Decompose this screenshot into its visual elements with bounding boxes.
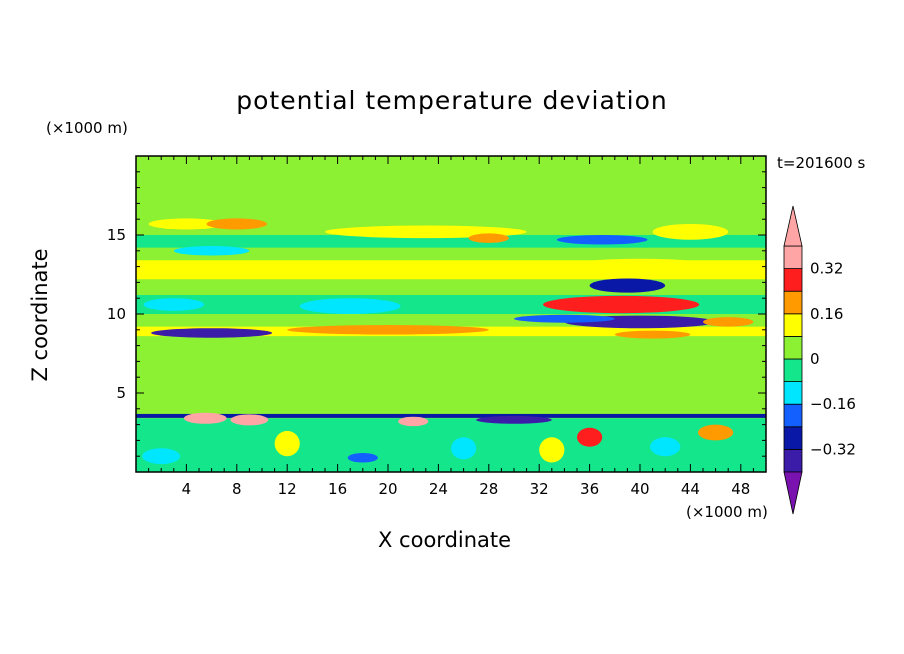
- y-axis: 5 10 15: [107, 171, 766, 457]
- colorbar-label: 0: [810, 350, 820, 368]
- colorbar-segment: [783, 403, 803, 428]
- x-tick-label: 40: [630, 480, 649, 498]
- contour-blob: [652, 223, 729, 240]
- colorbar-segment: [783, 313, 803, 337]
- contour-blob: [347, 453, 378, 463]
- contour-blob: [143, 298, 205, 311]
- contour-blob: [577, 427, 603, 447]
- colorbar-segment: [783, 290, 803, 315]
- contour-blob: [614, 330, 691, 339]
- contour-blob: [451, 437, 477, 460]
- chart-title: potential temperature deviation: [236, 86, 668, 115]
- contour-blob: [148, 218, 225, 230]
- colorbar-segment: [783, 381, 803, 405]
- x-tick-label: 16: [328, 480, 347, 498]
- colorbar-segment: [783, 358, 803, 383]
- x-tick-label: 4: [182, 480, 192, 498]
- contour-blob: [183, 412, 227, 424]
- colorbar-label: −0.32: [810, 440, 856, 458]
- contour-blob: [539, 437, 565, 463]
- x-tick-label: 20: [378, 480, 397, 498]
- contour-blob: [542, 295, 700, 314]
- y-tick-label: 15: [107, 226, 126, 244]
- colorbar-arrow-top: [783, 205, 803, 247]
- contour-blob: [514, 314, 615, 323]
- contour-band: [136, 339, 766, 412]
- contour-blob: [703, 317, 754, 327]
- contour-blob: [556, 235, 648, 245]
- contour-blob: [230, 414, 269, 426]
- contour-strip: [136, 413, 766, 418]
- colorbar-label: 0.32: [810, 260, 843, 278]
- colorbar-segment: [783, 268, 803, 292]
- colorbar-label: −0.16: [810, 395, 856, 413]
- contour-blob: [151, 328, 273, 338]
- colorbar-arrow-bottom: [783, 471, 803, 515]
- contour-blob: [287, 325, 489, 335]
- x-tick-label: 44: [681, 480, 700, 498]
- time-label: t=201600 s: [777, 154, 866, 172]
- colorbar-label: 0.16: [810, 305, 843, 323]
- x-tick-label: 12: [278, 480, 297, 498]
- x-tick-label: 8: [232, 480, 242, 498]
- x-axis: 4 8 12 16 20 24 28 32 36 40 44 48: [148, 156, 754, 498]
- x-tick-label: 48: [731, 480, 750, 498]
- contour-blob: [199, 265, 451, 278]
- colorbar-segment: [783, 448, 803, 473]
- x-tick-label: 36: [580, 480, 599, 498]
- contour-blob: [564, 258, 716, 275]
- colorbar-segment: [783, 245, 803, 270]
- contour-blob: [650, 437, 681, 457]
- contour-blob: [206, 218, 268, 230]
- contour-band: [136, 282, 766, 296]
- colorbar: 0.32 0.16 0 −0.16 −0.32: [783, 205, 856, 515]
- x-axis-label: X coordinate: [378, 528, 512, 552]
- colorbar-segment: [783, 335, 803, 360]
- contour-field: [136, 156, 766, 472]
- contour-blob: [299, 298, 401, 314]
- x-tick-label: 24: [429, 480, 448, 498]
- y-tick-label: 10: [107, 305, 126, 323]
- x-tick-label: 28: [479, 480, 498, 498]
- contour-band: [136, 193, 766, 210]
- contour-blob: [398, 416, 429, 427]
- contour-blob: [142, 448, 181, 465]
- contour-blob: [589, 278, 666, 293]
- contour-blob: [173, 246, 250, 256]
- contour-blob: [274, 430, 300, 457]
- y-tick-label: 5: [116, 384, 126, 402]
- y-axis-unit: (×1000 m): [46, 119, 128, 137]
- contour-blob: [697, 424, 734, 441]
- contour-blob: [468, 233, 509, 243]
- contour-blob: [476, 415, 552, 424]
- colorbar-segment: [783, 426, 803, 450]
- x-tick-label: 32: [530, 480, 549, 498]
- x-axis-unit: (×1000 m): [686, 503, 768, 521]
